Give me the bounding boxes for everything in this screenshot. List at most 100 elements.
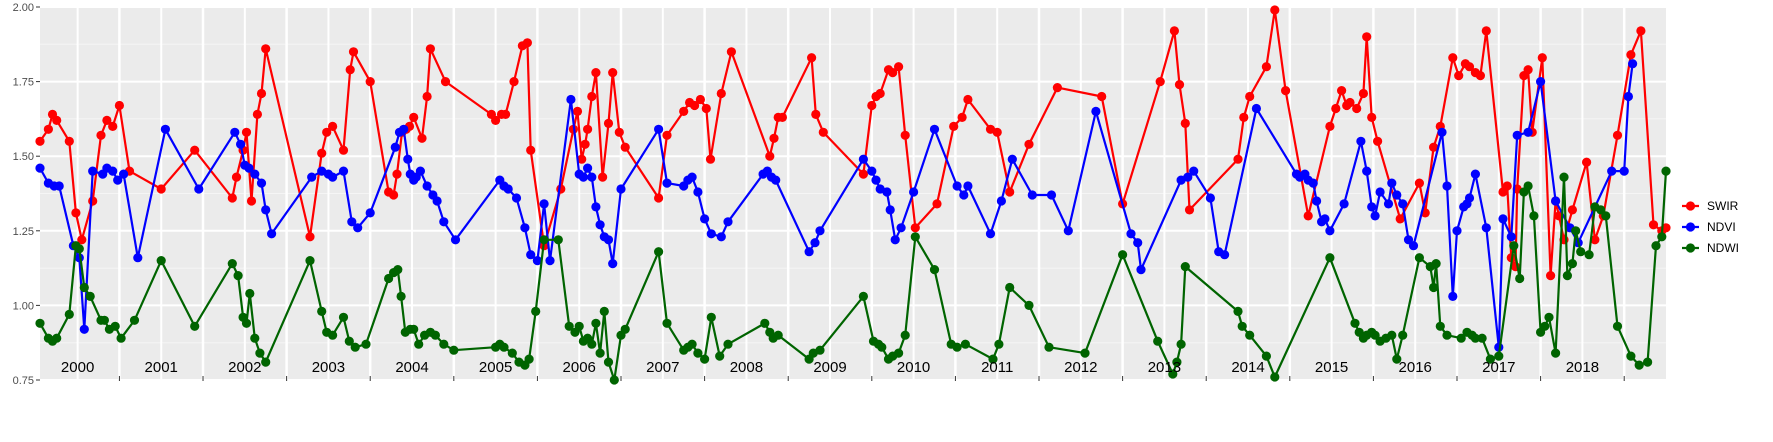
data-point-ndvi: [591, 202, 601, 212]
data-point-ndvi: [261, 205, 271, 215]
data-point-swir: [322, 127, 332, 137]
data-point-swir: [1448, 53, 1458, 63]
series-ndwi: [35, 166, 1671, 385]
data-point-ndvi: [520, 223, 530, 233]
y-tick-label: 1.25: [13, 226, 34, 238]
data-point-ndwi: [1562, 271, 1572, 281]
data-point-swir: [409, 112, 419, 122]
data-point-ndvi: [996, 196, 1007, 206]
data-point-ndwi: [1414, 253, 1424, 263]
data-point-ndwi: [350, 342, 360, 352]
data-point-ndvi: [267, 229, 277, 239]
data-point-ndwi: [1529, 211, 1539, 221]
data-point-ndvi: [307, 172, 317, 182]
data-point-swir: [501, 109, 511, 119]
data-point-swir: [1626, 50, 1636, 60]
data-point-ndwi: [1485, 354, 1495, 364]
data-point-ndvi: [1607, 166, 1617, 176]
data-point-ndwi: [129, 315, 140, 325]
data-point-swir: [1546, 271, 1556, 281]
data-point-swir: [491, 115, 501, 125]
data-point-ndvi: [399, 124, 409, 134]
data-point-ndvi: [415, 166, 425, 176]
data-point-swir: [1502, 181, 1512, 191]
data-point-swir: [807, 53, 817, 63]
data-point-ndwi: [1470, 333, 1480, 343]
data-point-swir: [900, 130, 910, 140]
data-point-ndwi: [396, 291, 406, 301]
data-point-ndwi: [1494, 351, 1504, 361]
data-point-ndwi: [1429, 282, 1439, 293]
data-point-swir: [1648, 220, 1659, 230]
data-point-swir: [580, 139, 590, 149]
data-point-swir: [932, 199, 942, 209]
data-point-swir: [1169, 26, 1179, 36]
data-point-swir: [43, 124, 54, 134]
data-point-ndwi: [1515, 273, 1525, 284]
data-point-swir: [417, 133, 427, 143]
legend-item-swir: SWIR: [1682, 199, 1739, 213]
data-point-ndvi: [687, 172, 697, 182]
data-point-ndvi: [79, 324, 89, 334]
data-point-swir: [598, 172, 608, 182]
year-label: 2001: [145, 359, 178, 376]
data-point-swir: [654, 193, 664, 203]
data-point-ndwi: [1176, 339, 1186, 349]
data-point-ndvi: [1398, 199, 1408, 209]
year-labels: 2000 2001 2002 2003 2004 2005 2006 2007 2008 2009…: [61, 359, 1599, 376]
data-point-ndwi: [190, 321, 200, 331]
data-point-ndvi: [1375, 187, 1385, 197]
data-point-ndwi: [1544, 312, 1554, 322]
data-point-ndwi: [587, 339, 597, 349]
data-point-ndwi: [1350, 318, 1360, 328]
data-point-ndwi: [227, 259, 237, 269]
data-point-ndwi: [344, 336, 354, 346]
data-point-ndvi: [1481, 223, 1491, 233]
data-point-ndwi: [591, 318, 601, 328]
year-label: 2014: [1231, 359, 1264, 376]
data-point-swir: [1475, 71, 1485, 81]
year-label: 2013: [1148, 359, 1181, 376]
data-point-ndvi: [1506, 232, 1516, 242]
year-label: 2002: [228, 359, 261, 376]
data-point-swir: [1024, 139, 1034, 149]
data-point-ndvi: [985, 229, 996, 239]
data-point-ndvi: [882, 187, 892, 197]
data-point-swir: [1395, 214, 1405, 224]
data-point-swir: [1005, 187, 1015, 197]
data-point-ndwi: [1245, 330, 1255, 340]
data-point-ndwi: [393, 265, 403, 275]
data-point-swir: [608, 68, 618, 78]
data-point-ndwi: [553, 235, 563, 245]
data-point-ndwi: [449, 345, 459, 355]
data-point-ndwi: [1601, 211, 1611, 221]
data-point-ndvi: [1205, 193, 1215, 203]
data-point-ndvi: [1251, 103, 1261, 114]
data-point-ndwi: [595, 348, 605, 358]
data-point-ndwi: [1270, 372, 1280, 382]
data-point-ndwi: [700, 354, 710, 364]
data-point-ndwi: [603, 357, 614, 367]
data-point-ndwi: [599, 306, 609, 316]
data-point-swir: [317, 148, 327, 158]
data-point-swir: [1367, 112, 1377, 122]
data-point-ndvi: [1383, 199, 1394, 209]
data-point-ndwi: [877, 342, 887, 352]
year-label: 2003: [312, 359, 345, 376]
data-point-ndwi: [894, 348, 904, 358]
data-point-ndvi: [706, 229, 716, 239]
data-point-swir: [392, 169, 402, 179]
data-point-swir: [365, 77, 375, 87]
data-point-ndwi: [929, 265, 940, 275]
data-point-swir: [1612, 130, 1623, 140]
data-point-ndvi: [1325, 226, 1335, 236]
data-point-swir: [1052, 83, 1062, 93]
data-point-ndwi: [1392, 354, 1402, 364]
data-point-swir: [1245, 91, 1255, 102]
data-point-ndwi: [35, 318, 45, 328]
data-point-ndvi: [654, 124, 664, 134]
data-point-swir: [1184, 205, 1195, 215]
year-label: 2004: [395, 359, 428, 376]
data-point-ndvi: [108, 166, 118, 176]
y-tick-label: 1.50: [13, 151, 34, 163]
